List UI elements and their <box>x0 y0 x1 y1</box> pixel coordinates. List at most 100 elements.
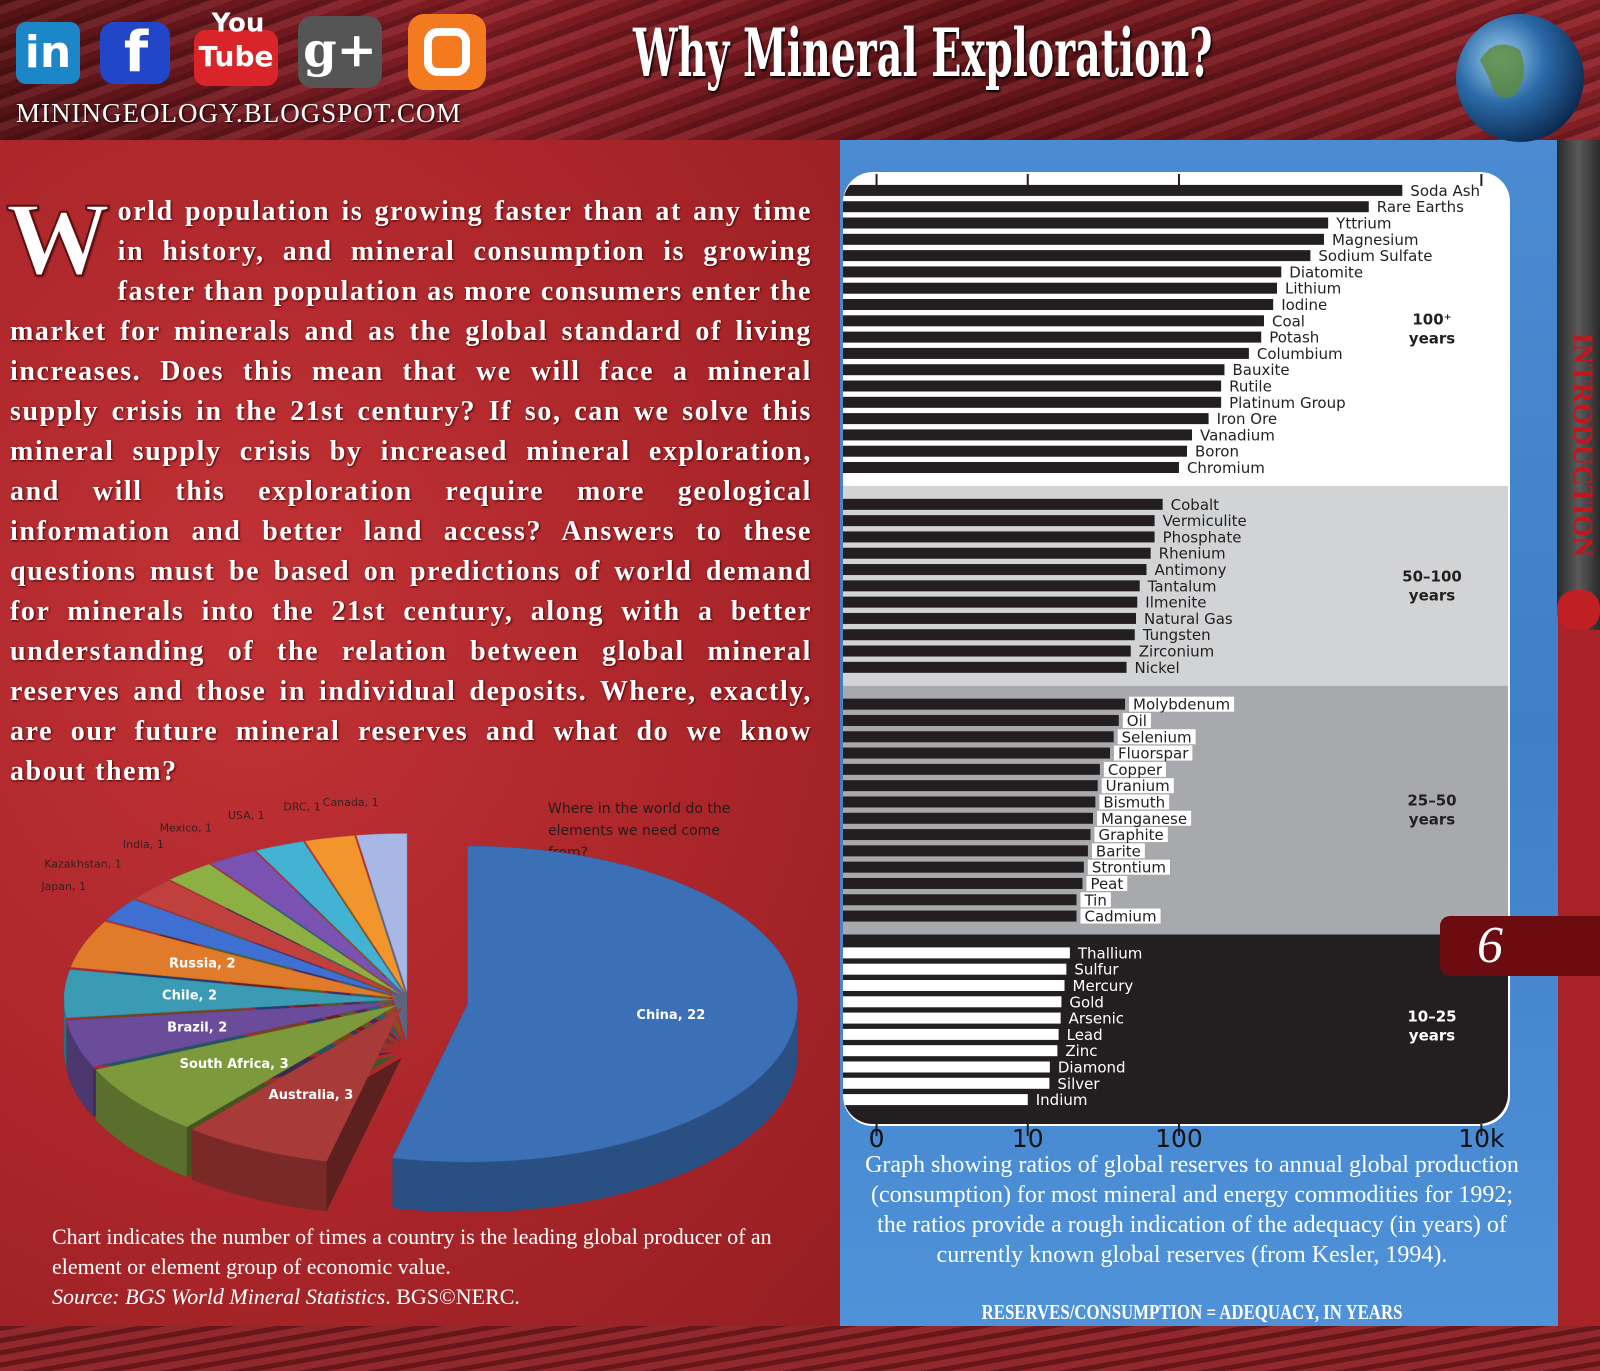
slice <box>392 845 798 1163</box>
bar <box>843 829 1091 841</box>
slice-label: Brazil, 2 <box>167 1021 227 1036</box>
bar <box>843 498 1163 510</box>
google-plus-icon[interactable]: g+ <box>298 16 382 88</box>
label-box <box>1080 892 1111 908</box>
tab-tip <box>1557 590 1600 630</box>
bar-label: Silver <box>1057 1075 1100 1093</box>
slice-label: Australia, 3 <box>269 1088 354 1103</box>
label-box <box>1099 794 1170 810</box>
slice <box>70 921 395 998</box>
bar-label: Sodium Sulfate <box>1318 247 1432 265</box>
slice <box>210 850 402 993</box>
x-axis: 0 10 100 10k <box>869 174 1505 1153</box>
bar-label: Magnesium <box>1332 231 1419 249</box>
label-box <box>1122 712 1151 728</box>
bar-label: Tin <box>1083 891 1106 909</box>
bar <box>843 645 1131 657</box>
bar <box>843 612 1137 624</box>
bar <box>843 1045 1058 1057</box>
bar <box>843 1094 1028 1106</box>
bar <box>843 910 1077 922</box>
bar <box>843 1077 1050 1089</box>
bar <box>843 877 1083 889</box>
bar <box>843 250 1311 262</box>
bar <box>843 445 1187 457</box>
bar-label: Bauxite <box>1232 361 1289 379</box>
bar <box>843 396 1222 408</box>
bar-label: Iodine <box>1281 296 1327 314</box>
bar-label: Arsenic <box>1069 1010 1124 1028</box>
label-box <box>1101 778 1174 794</box>
bar-label: Mercury <box>1073 977 1134 995</box>
bar <box>843 462 1179 474</box>
slice-label: Mexico, 1 <box>160 822 212 835</box>
label-box <box>1094 827 1168 843</box>
bar-label: Diatomite <box>1289 263 1363 281</box>
label-box <box>1117 729 1196 745</box>
icon-text: You <box>211 9 265 39</box>
bar <box>843 515 1155 527</box>
bar <box>843 780 1098 792</box>
bar-label: Zirconium <box>1139 643 1215 661</box>
bar-label: Tungsten <box>1142 626 1211 644</box>
bar <box>843 364 1225 376</box>
label-box <box>1080 908 1161 924</box>
bar-label: Boron <box>1195 443 1239 461</box>
bar-label: Copper <box>1108 761 1163 779</box>
icon-text: in <box>25 27 71 78</box>
bar-label: Cadmium <box>1084 908 1156 926</box>
label-box <box>1086 875 1128 891</box>
formula: RESERVES/CONSUMPTION = ADEQUACY, IN YEAR… <box>862 1300 1522 1325</box>
slice-label: DRC, 1 <box>283 801 320 814</box>
slice <box>304 835 406 992</box>
slice-label: Japan, 1 <box>40 880 86 893</box>
icon-text: g+ <box>303 23 377 79</box>
slice-label: South Africa, 3 <box>180 1057 289 1072</box>
bar <box>843 596 1138 608</box>
slice-label: Kazakhstan, 1 <box>44 858 121 871</box>
bar-label: Cobalt <box>1171 496 1220 514</box>
linkedin-icon[interactable]: in <box>16 22 80 84</box>
slice-side <box>392 1004 798 1213</box>
caption: Chart indicates the number of times a co… <box>52 1224 772 1279</box>
slice <box>191 1006 403 1162</box>
bar-label: Potash <box>1269 329 1319 347</box>
slice <box>356 833 408 992</box>
slice <box>255 841 403 993</box>
bar-label: Indium <box>1036 1091 1088 1109</box>
bar <box>843 714 1119 726</box>
bar <box>843 894 1077 906</box>
facebook-icon[interactable]: f <box>100 20 170 85</box>
bar-label: Manganese <box>1101 810 1187 828</box>
side-tab-label: INTRODUCTION <box>1567 333 1598 557</box>
slice-label: Canada, 1 <box>323 796 379 809</box>
bar-label: Yttrium <box>1335 215 1391 233</box>
source: Source: BGS World Mineral Statistics <box>52 1284 386 1309</box>
bar <box>843 963 1067 975</box>
slice-label: Russia, 2 <box>169 957 235 972</box>
bar <box>843 796 1096 808</box>
bar-label: Rutile <box>1229 378 1272 396</box>
blogger-icon[interactable] <box>408 14 486 90</box>
bar-label: Chromium <box>1187 459 1265 477</box>
bar-label: Bismuth <box>1103 793 1165 811</box>
slice-label: USA, 1 <box>228 809 265 822</box>
site-url: MININGEOLOGY.BLOGSPOT.COM <box>16 98 462 128</box>
slice-label: China, 22 <box>636 1008 705 1023</box>
bar-label: Ilmenite <box>1145 594 1206 612</box>
bar <box>843 947 1070 959</box>
slice <box>63 969 395 1019</box>
bar <box>843 763 1100 775</box>
bar <box>843 347 1249 359</box>
bar <box>843 413 1209 425</box>
slice-label: India, 1 <box>123 838 164 851</box>
x-tick-label: 0 <box>869 1124 885 1153</box>
bar <box>843 315 1264 327</box>
bar-label: Gold <box>1069 993 1104 1011</box>
drop-cap: W <box>5 182 112 297</box>
bar <box>843 861 1084 873</box>
